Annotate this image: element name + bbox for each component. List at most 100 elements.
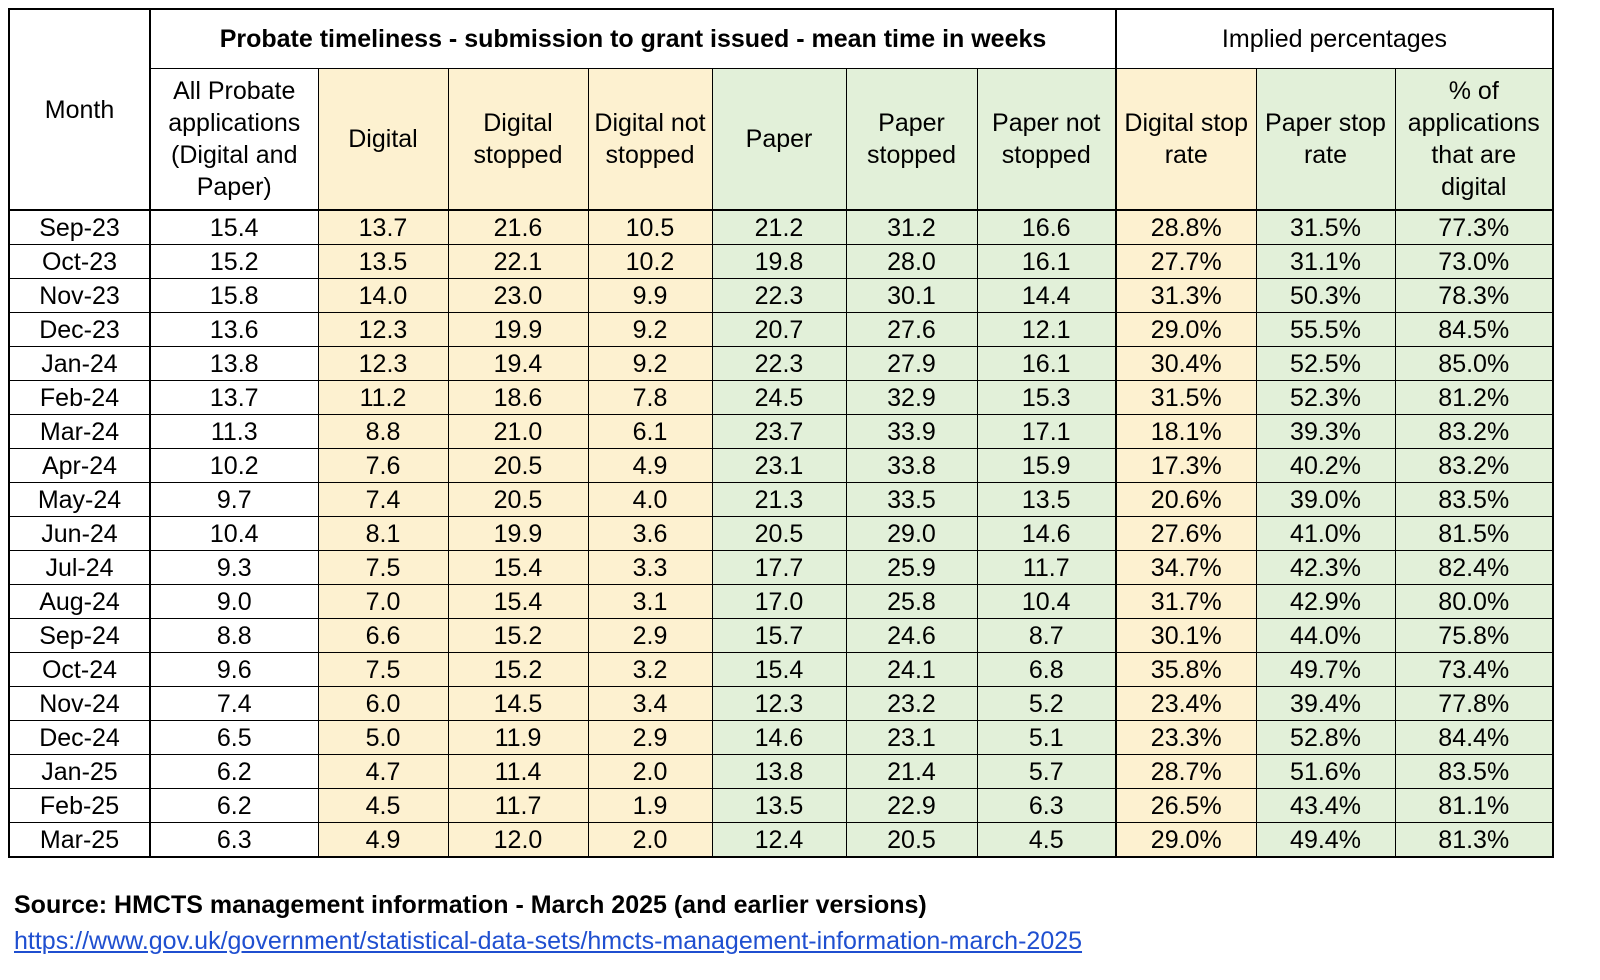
cell-digital: 12.3	[317, 346, 449, 381]
cell-digital-not-stopped: 1.9	[587, 788, 713, 823]
cell-all-applications: 8.8	[149, 618, 319, 653]
cell-paper-not-stopped: 13.5	[976, 482, 1117, 517]
cell-paper-stop-rate: 41.0%	[1255, 516, 1396, 551]
cell-paper-not-stopped: 8.7	[976, 618, 1117, 653]
cell-digital-not-stopped: 3.6	[587, 516, 713, 551]
column-header-digital-not-stopped: Digital not stopped	[587, 68, 713, 211]
cell-month: Jan-25	[8, 754, 151, 789]
source-note: Source: HMCTS management information - M…	[14, 891, 927, 919]
cell-month: Nov-24	[8, 686, 151, 721]
cell-all-applications: 10.2	[149, 448, 319, 483]
source-link[interactable]: https://www.gov.uk/government/statistica…	[14, 927, 1083, 955]
table-row: Mar-24 11.3 8.8 21.0 6.1 23.7 33.9 17.1 18.1% 39.…	[8, 414, 1554, 449]
cell-paper-not-stopped: 15.9	[976, 448, 1117, 483]
cell-month: Mar-24	[8, 414, 151, 449]
cell-paper-stopped: 33.9	[845, 414, 978, 449]
cell-percent-digital: 73.4%	[1394, 652, 1554, 687]
cell-paper-not-stopped: 6.8	[976, 652, 1117, 687]
cell-paper-stopped: 20.5	[845, 822, 978, 858]
cell-digital-stopped: 11.7	[447, 788, 589, 823]
cell-digital-not-stopped: 9.2	[587, 346, 713, 381]
cell-paper-stop-rate: 52.3%	[1255, 380, 1396, 415]
cell-percent-digital: 84.4%	[1394, 720, 1554, 755]
column-header-percent-digital: % of applications that are digital	[1394, 68, 1554, 211]
cell-paper-stopped: 32.9	[845, 380, 978, 415]
cell-paper-not-stopped: 14.6	[976, 516, 1117, 551]
table-row: Apr-24 10.2 7.6 20.5 4.9 23.1 33.8 15.9 17.3% 40.…	[8, 448, 1554, 483]
column-header-digital-stop-rate: Digital stop rate	[1115, 68, 1257, 211]
cell-paper-stopped: 22.9	[845, 788, 978, 823]
cell-digital-stop-rate: 30.4%	[1115, 346, 1257, 381]
cell-paper-stop-rate: 31.5%	[1255, 209, 1396, 245]
cell-paper-stopped: 31.2	[845, 209, 978, 245]
cell-digital: 7.4	[317, 482, 449, 517]
cell-paper-stopped: 33.8	[845, 448, 978, 483]
cell-paper-stopped: 27.6	[845, 312, 978, 347]
cell-paper-stop-rate: 39.4%	[1255, 686, 1396, 721]
cell-digital-stopped: 18.6	[447, 380, 589, 415]
cell-digital-stopped: 21.6	[447, 209, 589, 245]
cell-paper-stop-rate: 44.0%	[1255, 618, 1396, 653]
cell-paper-stop-rate: 40.2%	[1255, 448, 1396, 483]
table-row: Feb-24 13.7 11.2 18.6 7.8 24.5 32.9 15.3 31.5% 52…	[8, 380, 1554, 415]
table-row: Nov-23 15.8 14.0 23.0 9.9 22.3 30.1 14.4 31.3% 50…	[8, 278, 1554, 313]
cell-paper: 15.7	[711, 618, 847, 653]
cell-digital-stopped: 23.0	[447, 278, 589, 313]
cell-digital-stopped: 20.5	[447, 448, 589, 483]
cell-paper: 24.5	[711, 380, 847, 415]
cell-paper: 20.5	[711, 516, 847, 551]
cell-all-applications: 6.2	[149, 754, 319, 789]
cell-paper-stop-rate: 39.0%	[1255, 482, 1396, 517]
cell-paper-stopped: 29.0	[845, 516, 978, 551]
cell-paper: 13.8	[711, 754, 847, 789]
cell-paper-not-stopped: 12.1	[976, 312, 1117, 347]
cell-month: Aug-24	[8, 584, 151, 619]
cell-all-applications: 10.4	[149, 516, 319, 551]
cell-all-applications: 9.3	[149, 550, 319, 585]
cell-paper-stopped: 23.1	[845, 720, 978, 755]
cell-percent-digital: 85.0%	[1394, 346, 1554, 381]
column-header-paper-stopped: Paper stopped	[845, 68, 978, 211]
cell-digital: 11.2	[317, 380, 449, 415]
cell-digital: 6.0	[317, 686, 449, 721]
cell-digital-stopped: 21.0	[447, 414, 589, 449]
cell-digital-not-stopped: 4.0	[587, 482, 713, 517]
cell-paper-stop-rate: 51.6%	[1255, 754, 1396, 789]
cell-percent-digital: 84.5%	[1394, 312, 1554, 347]
cell-all-applications: 13.7	[149, 380, 319, 415]
cell-percent-digital: 81.2%	[1394, 380, 1554, 415]
cell-paper-stop-rate: 50.3%	[1255, 278, 1396, 313]
cell-digital-stop-rate: 18.1%	[1115, 414, 1257, 449]
cell-digital-not-stopped: 2.0	[587, 822, 713, 858]
cell-month: Feb-24	[8, 380, 151, 415]
cell-digital: 13.5	[317, 244, 449, 279]
cell-digital-stopped: 15.2	[447, 618, 589, 653]
cell-digital-not-stopped: 2.0	[587, 754, 713, 789]
cell-digital-not-stopped: 2.9	[587, 618, 713, 653]
cell-digital: 8.1	[317, 516, 449, 551]
cell-paper-stop-rate: 42.9%	[1255, 584, 1396, 619]
cell-paper-stop-rate: 31.1%	[1255, 244, 1396, 279]
cell-digital: 14.0	[317, 278, 449, 313]
cell-month: Feb-25	[8, 788, 151, 823]
column-header-paper: Paper	[711, 68, 847, 211]
cell-paper-not-stopped: 16.1	[976, 244, 1117, 279]
cell-month: Sep-23	[8, 209, 151, 245]
cell-paper-stopped: 33.5	[845, 482, 978, 517]
cell-percent-digital: 73.0%	[1394, 244, 1554, 279]
cell-paper: 22.3	[711, 346, 847, 381]
cell-paper: 23.1	[711, 448, 847, 483]
cell-paper-stop-rate: 43.4%	[1255, 788, 1396, 823]
cell-digital: 4.7	[317, 754, 449, 789]
cell-digital-stopped: 14.5	[447, 686, 589, 721]
group-header-implied-percentages: Implied percentages	[1115, 8, 1554, 69]
cell-digital: 6.6	[317, 618, 449, 653]
cell-digital-stop-rate: 28.8%	[1115, 209, 1257, 245]
cell-percent-digital: 75.8%	[1394, 618, 1554, 653]
cell-digital: 12.3	[317, 312, 449, 347]
cell-all-applications: 15.4	[149, 209, 319, 245]
cell-percent-digital: 83.2%	[1394, 414, 1554, 449]
cell-percent-digital: 80.0%	[1394, 584, 1554, 619]
cell-paper-stopped: 23.2	[845, 686, 978, 721]
cell-month: Oct-23	[8, 244, 151, 279]
